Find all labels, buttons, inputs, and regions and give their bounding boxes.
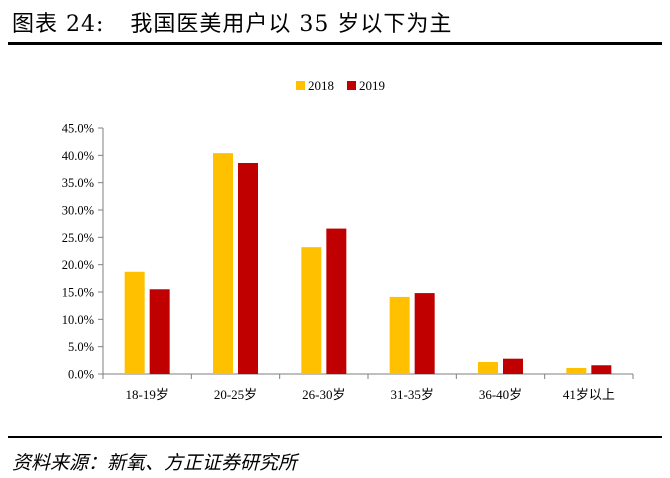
legend-swatch-2018	[296, 81, 305, 90]
x-tick-label: 26-30岁	[302, 387, 345, 402]
bar-2018	[566, 367, 587, 374]
y-tick-label: 15.0%	[62, 286, 94, 300]
bar-2018	[124, 271, 145, 374]
bar-chart: 0.0% 5.0% 10.0% 15.0% 20.0% 25.0% 30.0% 35.0% 40…	[62, 78, 634, 402]
legend-swatch-2019	[347, 81, 356, 90]
y-tick-label: 10.0%	[62, 313, 94, 327]
x-tick-label: 20-25岁	[214, 387, 257, 402]
bar-2019	[238, 162, 258, 374]
y-tick-label: 25.0%	[62, 231, 94, 245]
y-tick-label: 5.0%	[68, 340, 94, 354]
bar-2019	[414, 293, 435, 374]
x-tick-label: 36-40岁	[479, 387, 522, 402]
bar-2018	[213, 153, 233, 374]
y-tick-label: 35.0%	[62, 176, 94, 190]
bar-2018	[389, 296, 410, 374]
top-rule	[8, 42, 662, 45]
bar-2019	[326, 228, 347, 374]
y-tick-label: 45.0%	[62, 122, 94, 136]
bar-2019	[591, 365, 612, 374]
source-note: 资料来源：新氧、方正证券研究所	[12, 452, 298, 474]
x-tick-label: 41岁以上	[563, 387, 615, 402]
y-tick-label: 20.0%	[62, 258, 94, 272]
x-tick-label: 18-19岁	[125, 387, 168, 402]
legend-label-2018: 2018	[308, 78, 334, 93]
bar-2018	[478, 361, 498, 374]
bottom-rule	[8, 436, 662, 438]
legend-label-2019: 2019	[359, 78, 385, 93]
y-tick-label: 0.0%	[68, 368, 94, 382]
bar-2019	[503, 358, 523, 374]
y-tick-label: 40.0%	[62, 149, 94, 163]
y-tick-label: 30.0%	[62, 204, 94, 218]
figure-title-text: 我国医美用户以 35 岁以下为主	[130, 12, 453, 37]
bar-2018	[301, 247, 322, 374]
bar-2019	[149, 289, 170, 374]
figure-label: 图表 24:	[12, 12, 105, 37]
x-tick-label: 31-35岁	[390, 387, 433, 402]
figure-title: 图表 24: 我国医美用户以 35 岁以下为主	[12, 6, 452, 38]
